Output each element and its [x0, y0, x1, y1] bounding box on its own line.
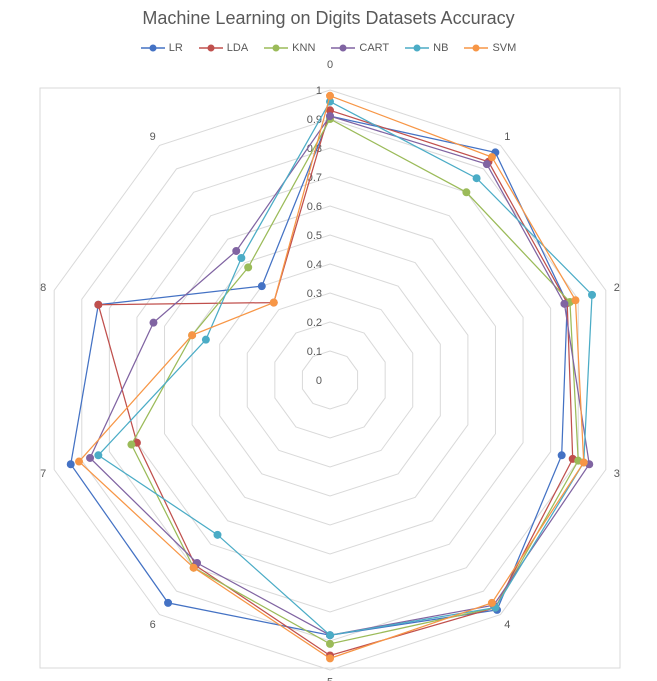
data-point [164, 598, 173, 607]
data-point [127, 440, 136, 449]
legend-item: LDA [198, 42, 249, 54]
data-point [588, 290, 597, 299]
legend-swatch [331, 44, 356, 52]
legend-label: NB [433, 42, 449, 54]
data-point [571, 296, 580, 305]
data-point [75, 457, 84, 466]
data-point [66, 460, 75, 469]
series-nb [94, 97, 597, 640]
data-point [201, 335, 210, 344]
legend-item: LR [140, 42, 183, 54]
data-point [149, 318, 158, 327]
data-point [487, 153, 496, 162]
category-label: 1 [504, 131, 510, 143]
data-point [326, 112, 334, 121]
legend-swatch [264, 44, 289, 52]
tick-label: 0.6 [307, 201, 322, 213]
grid-ring [108, 147, 552, 613]
tick-label: 0.5 [307, 230, 322, 242]
data-point [487, 598, 496, 607]
data-point [232, 246, 241, 255]
data-point [326, 654, 334, 663]
category-label: 6 [150, 619, 156, 631]
data-point [188, 331, 197, 340]
data-point [482, 160, 491, 169]
series-cart [86, 112, 594, 640]
data-point [269, 298, 278, 307]
tick-label: 0 [316, 375, 322, 387]
legend-swatch [198, 44, 223, 52]
data-point [462, 188, 471, 197]
chart-title: Machine Learning on Digits Datasets Accu… [142, 8, 515, 28]
category-label: 0 [327, 59, 333, 71]
legend-label: LDA [226, 42, 249, 54]
grid-ring [219, 263, 441, 497]
series-lda [94, 106, 577, 660]
data-point [213, 530, 222, 539]
series-line [97, 109, 574, 657]
tick-label: 0.1 [307, 346, 322, 358]
legend-item: KNN [264, 42, 315, 54]
legend-swatch [140, 44, 165, 52]
tick-label: 0.4 [307, 259, 322, 271]
grid-ring [274, 321, 386, 439]
legend: LR LDA KNN CART NB SVM [0, 42, 657, 54]
category-label: 2 [614, 282, 620, 294]
tick-label: 0.3 [307, 288, 322, 300]
grid-ring [301, 350, 359, 410]
series-svm [75, 91, 588, 663]
data-point [560, 299, 569, 308]
data-point [94, 451, 103, 460]
grid-ring [191, 234, 469, 526]
grid-ring [81, 118, 579, 642]
category-label: 5 [327, 677, 333, 681]
data-point [94, 300, 103, 309]
legend-label: SVM [492, 42, 517, 54]
data-point [86, 453, 95, 462]
grid-ring [164, 205, 496, 555]
data-point [244, 263, 253, 272]
data-point [237, 254, 246, 263]
data-point [189, 563, 198, 572]
legend-swatch [464, 44, 489, 52]
data-point [579, 458, 588, 467]
category-label: 7 [40, 468, 46, 480]
legend-item: NB [405, 42, 448, 54]
plot-area-border [39, 87, 621, 669]
legend-item: SVM [464, 42, 516, 54]
legend-swatch [405, 44, 430, 52]
tick-label: 1 [316, 85, 322, 97]
grid-ring [246, 292, 414, 468]
legend-label: LR [168, 42, 183, 54]
tick-label: 0.2 [307, 317, 322, 329]
data-point [472, 174, 481, 183]
data-point [326, 639, 334, 648]
data-point [257, 282, 266, 291]
category-label: 9 [150, 131, 156, 143]
data-point [557, 451, 566, 460]
data-point [326, 631, 334, 640]
data-point [326, 91, 334, 100]
legend-label: KNN [292, 42, 316, 54]
category-label: 3 [614, 468, 620, 480]
legend-label: CART [359, 42, 390, 54]
legend-item: CART [331, 42, 389, 54]
grid-ring [136, 176, 524, 584]
category-label: 4 [504, 619, 510, 631]
grid-ring [53, 89, 607, 671]
category-label: 8 [40, 282, 46, 294]
